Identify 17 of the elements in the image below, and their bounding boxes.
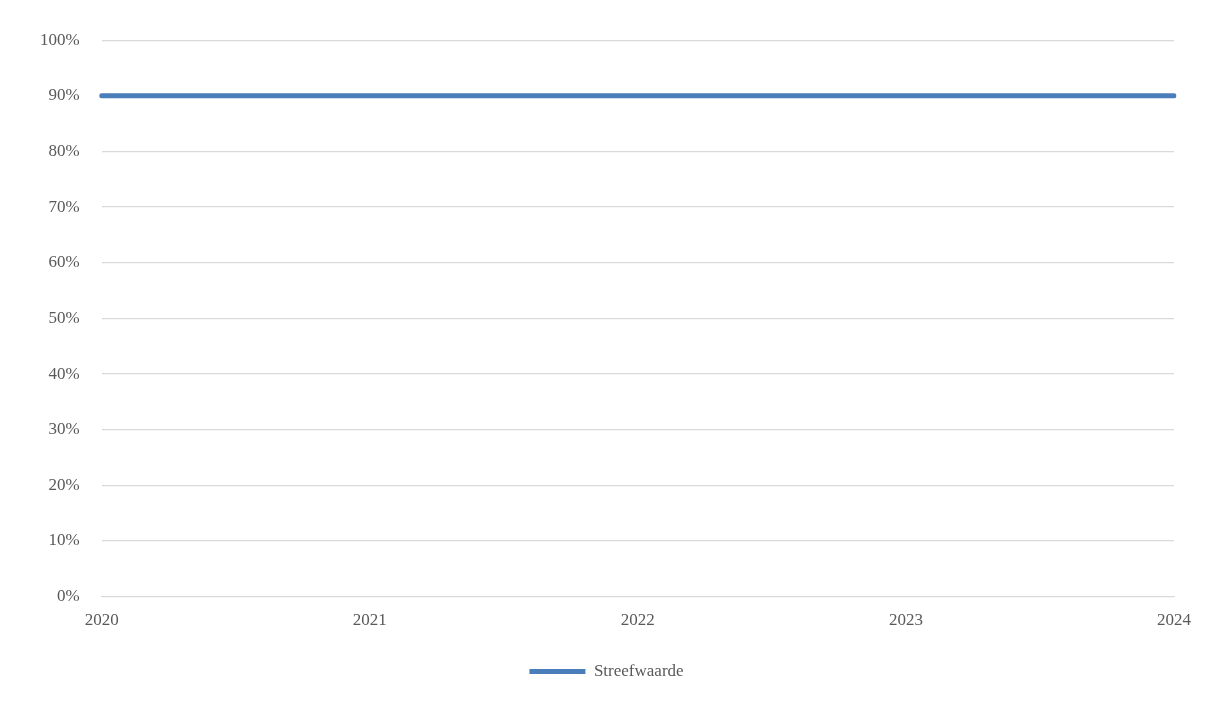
x-tick-label: 2023: [888, 610, 923, 630]
x-tick-label: 2022: [620, 610, 655, 630]
y-tick-label: 80%: [48, 140, 80, 160]
x-tick-label: 2024: [1157, 610, 1192, 630]
y-tick-label: 30%: [48, 419, 80, 439]
y-tick-label: 60%: [48, 252, 80, 272]
y-tick-label: 20%: [48, 474, 80, 494]
y-tick-label: 100%: [39, 29, 80, 49]
y-tick-label: 50%: [48, 307, 80, 327]
y-tick-label: 0%: [56, 586, 80, 606]
x-tick-label: 2020: [84, 610, 119, 630]
x-tick-label: 2021: [352, 610, 387, 630]
y-tick-label: 40%: [48, 363, 80, 383]
y-tick-label: 10%: [48, 530, 80, 550]
y-tick-label: 90%: [48, 85, 80, 105]
y-tick-label: 70%: [48, 196, 80, 216]
legend-label: Streefwaarde: [593, 660, 684, 680]
